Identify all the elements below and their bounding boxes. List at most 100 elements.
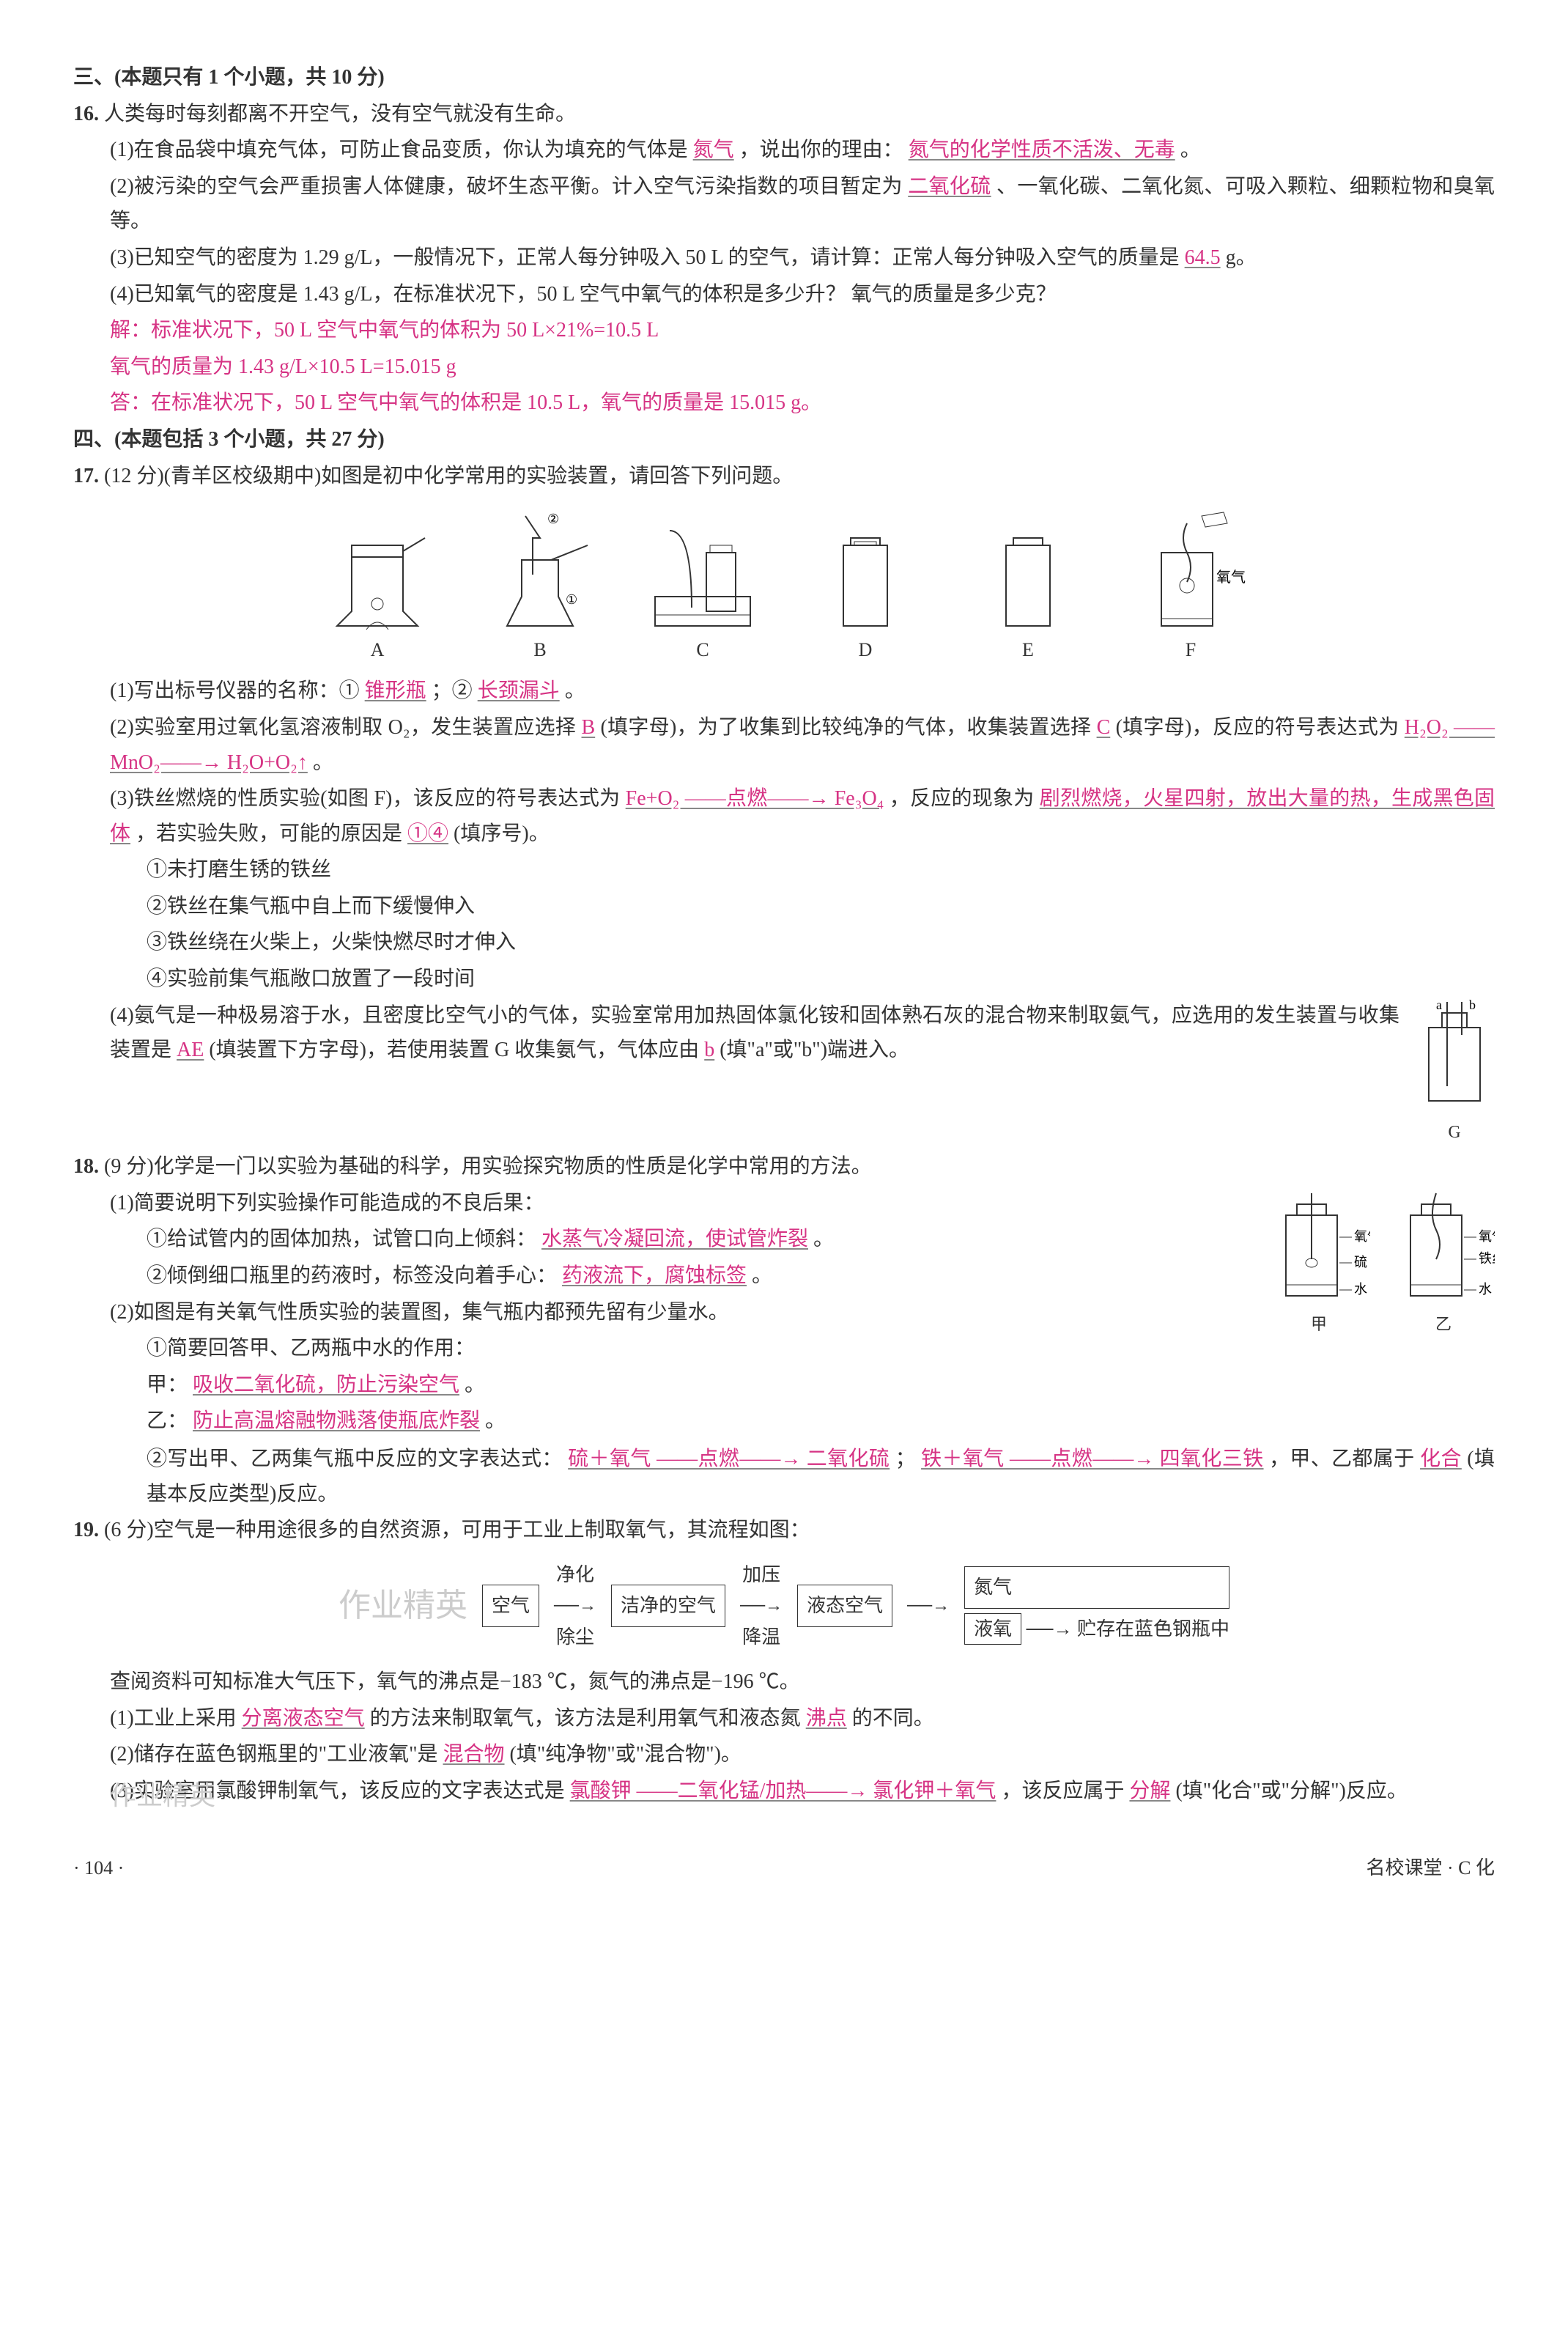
q17-p2-a: (2)实验室用过氧化氢溶液制取 O₂，发生装置应选择 [110,716,576,739]
watermark1: 作业精英 [339,1579,467,1634]
q18: 18. (9 分)化学是一门以实验为基础的科学，用实验探究物质的性质是化学中常用… [73,1149,1495,1184]
apparatus-c: C [647,508,758,666]
q16-num: 16. [73,103,99,125]
q17-p4: (4)氨气是一种极易溶于水，且密度比空气小的气体，实验室常用加热固体氯化铵和固体… [73,998,1495,1068]
q19-p1-ans2: 沸点 [806,1707,847,1730]
q18-p2-2ans2: 铁＋氧气 ——点燃——→ 四氧化三铁 [921,1448,1263,1470]
jia-name: 甲 [1311,1310,1327,1338]
q17-p4-b: (填装置下方字母)，若使用装置 G 收集氨气，气体应由 [209,1039,699,1061]
q19-p2-b: (填"纯净物"或"混合物")。 [510,1743,742,1766]
q19-p2: (2)储存在蓝色钢瓶里的"工业液氧"是 混合物 (填"纯净物"或"混合物")。 [73,1737,1495,1772]
q17-p3-opt4: ④实验前集气瓶敞口放置了一段时间 [73,962,1495,997]
q18-p2-2: ②写出甲、乙两集气瓶中反应的文字表达式： 硫＋氧气 ——点燃——→ 二氧化硫 ；… [73,1442,1495,1511]
circled2-label: ② [547,512,559,526]
svg-text:硫: 硫 [1354,1255,1367,1269]
q17-p3-ans1: Fe+O₂ ——点燃——→ Fe₃O₄ [626,787,884,810]
watermark2: 作业精英 [110,1774,215,1818]
apparatus-c-svg [647,508,758,634]
q18-p2-yi-b: 。 [485,1409,506,1432]
label-b: B [533,634,546,666]
q17-p3-b: ，反应的现象为 [890,787,1035,810]
q19-p3-ans1: 氯酸钾 ——二氧化锰/加热——→ 氯化钾＋氧气 [570,1780,996,1802]
apparatus-g: a b G [1414,998,1495,1149]
q19-flow: 作业精英 空气 净化 ──→ 除尘 洁净的空气 加压 ──→ 降温 液态空气 ─… [73,1559,1495,1654]
q16-p3-a: (3)已知空气的密度为 1.29 g/L，一般情况下，正常人每分钟吸入 50 L… [110,246,1180,269]
q19-p1-c: 的不同。 [852,1707,934,1730]
q17-num: 17. [73,465,99,487]
q17-p1-ans2: 长颈漏斗 [478,679,560,702]
q16-p4: (4)已知氧气的密度是 1.43 g/L，在标准状况下，50 L 空气中氧气的体… [73,277,1495,312]
q19: 19. (6 分)空气是一种用途很多的自然资源，可用于工业上制取氧气，其流程如图… [73,1513,1495,1548]
yi-name: 乙 [1435,1310,1451,1338]
f-o2-label: 氧气 [1216,569,1246,586]
q17-p3-opt1: ①未打磨生锈的铁丝 [73,852,1495,888]
label-a: A [371,634,385,666]
bottle-jia: 氧气 硫 水 甲 [1268,1186,1370,1338]
q16-p4-a: (4)已知氧气的密度是 1.43 g/L，在标准状况下，50 L 空气中氧气的体… [110,283,1057,306]
q19-p1-a: (1)工业上采用 [110,1707,237,1730]
apparatus-a-svg [322,508,433,634]
q16-p1-ans2: 氮气的化学性质不活泼、无毒 [909,139,1175,161]
flow-press-top: 加压 [742,1559,780,1591]
flow-clean-air: 洁净的空气 [611,1585,725,1627]
svg-text:水: 水 [1479,1282,1492,1297]
q18-p1-1a: ①给试管内的固体加热，试管口向上倾斜： [147,1228,536,1250]
q17-p1-ans1: 锥形瓶 [365,679,426,702]
q17-p3-ans3: ①④ [407,822,448,845]
arrow-icon: ──→ [740,1591,783,1621]
q19-ref: 查阅资料可知标准大气压下，氧气的沸点是−183 ℃，氮气的沸点是−196 ℃。 [73,1664,1495,1700]
q17-p4-ans1: AE [177,1039,204,1061]
q17-p3: (3)铁丝燃烧的性质实验(如图 F)，该反应的符号表达式为 Fe+O₂ ——点燃… [73,781,1495,851]
flow-air: 空气 [482,1585,539,1627]
flow-clean-bot: 除尘 [556,1621,594,1654]
q17-p3-c: ，若实验失败，可能的原因是 [136,822,402,845]
flow-out: 氮气 液氧 ──→ 贮存在蓝色钢瓶中 [964,1566,1229,1645]
section3-head: 三、(本题只有 1 个小题，共 10 分) [73,60,1495,95]
q17-p2-c: (填字母)，反应的符号表达式为 [1116,716,1399,739]
label-e: E [1022,634,1034,666]
label-c: C [696,634,709,666]
q18-p1-2ans: 药液流下，腐蚀标签 [562,1264,747,1287]
flow-press: 加压 ──→ 降温 [740,1559,783,1654]
section4-head: 四、(本题包括 3 个小题，共 27 分) [73,422,1495,457]
q19-p3-b: ，该反应属于 [1001,1780,1124,1802]
apparatus-row: A ② ① B C [73,508,1495,666]
svg-text:b: b [1469,998,1476,1012]
q19-p3: 作业精英 (3)实验室用氯酸钾制氧气，该反应的文字表达式是 氯酸钾 ——二氧化锰… [73,1774,1495,1809]
q17-p2-d: 。 [313,751,333,774]
apparatus-d: D [810,508,921,666]
q16-p1-c: 。 [1180,139,1201,161]
circled1-label: ① [566,592,577,607]
bottle-yi: 氧气 铁丝 水 乙 [1392,1186,1495,1338]
q19-p1-ans1: 分离液态空气 [242,1707,365,1730]
q18-p1-2a: ②倾倒细口瓶里的药液时，标签没向着手心： [147,1264,557,1287]
flow-clean-top: 净化 [556,1559,594,1591]
q17-intro: (12 分)(青羊区校级期中)如图是初中化学常用的实验装置，请回答下列问题。 [104,465,793,487]
q16-p3-ans1: 64.5 [1185,246,1221,269]
q18-p2-jia: 甲： 吸收二氧化硫，防止污染空气 。 [73,1368,1495,1403]
q16-p4-sol2: 氧气的质量为 1.43 g/L×10.5 L=15.015 g [73,350,1495,385]
footer: · 104 · 名校课堂 · C 化 [73,1852,1495,1884]
apparatus-d-svg [810,508,921,634]
q17-p2: (2)实验室用过氧化氢溶液制取 O₂，发生装置应选择 B (填字母)，为了收集到… [73,710,1495,780]
q17-p4-ans2: b [704,1039,714,1061]
label-d: D [859,634,873,666]
q16-p3-b: g。 [1226,246,1257,269]
flow-store: 贮存在蓝色钢瓶中 [1077,1618,1229,1640]
q18-p2-yi-ans: 防止高温熔融物溅落使瓶底炸裂 [193,1409,480,1432]
q16-p3: (3)已知空气的密度为 1.29 g/L，一般情况下，正常人每分钟吸入 50 L… [73,240,1495,276]
label-f: F [1186,634,1196,666]
book-title: 名校课堂 · C 化 [1366,1852,1495,1884]
q16-p1: (1)在食品袋中填充气体，可防止食品变质，你认为填充的气体是 氮气 ，说出你的理… [73,133,1495,168]
q19-p1-b: 的方法来制取氧气，该方法是利用氧气和液态氮 [370,1707,801,1730]
q19-p3-ans2: 分解 [1129,1780,1170,1802]
q17-p1-c: 。 [565,679,585,702]
q18-num: 18. [73,1155,99,1178]
q17-p3-opt3: ③铁丝绕在火柴上，火柴快燃尽时才伸入 [73,925,1495,960]
svg-text:氧气: 氧气 [1354,1229,1370,1244]
q16: 16. 人类每时每刻都离不开空气，没有空气就没有生命。 [73,97,1495,132]
svg-text:氧气: 氧气 [1479,1229,1495,1244]
q18-p2-2b: ，甲、乙都属于 [1269,1448,1415,1470]
q19-p1: (1)工业上采用 分离液态空气 的方法来制取氧气，该方法是利用氧气和液态氮 沸点… [73,1701,1495,1736]
svg-text:铁丝: 铁丝 [1479,1251,1495,1266]
